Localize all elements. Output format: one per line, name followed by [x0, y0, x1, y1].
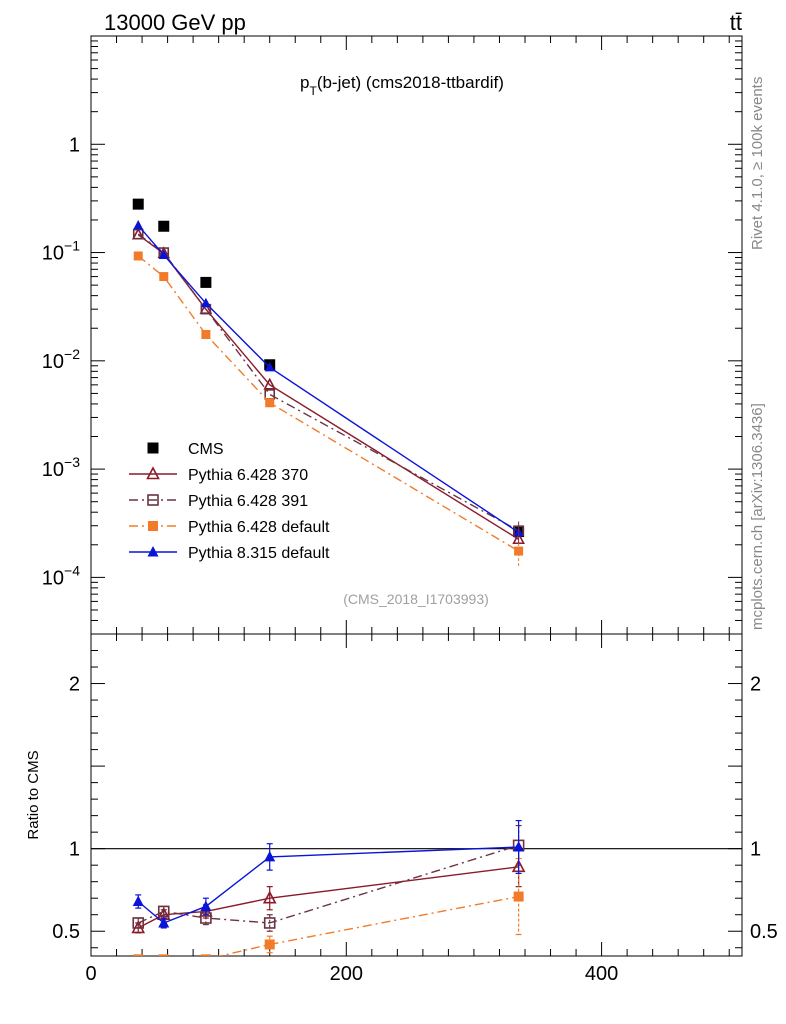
y-tick-label: 10−2 [42, 346, 80, 373]
ratio-data-point [132, 895, 144, 907]
ratio-data-point [132, 917, 145, 929]
ratio-y-tick-label-right: 0.5 [750, 921, 778, 943]
ratio-panel-axes: 0.5 0.5 1 1 2 2 0 200 400 [52, 633, 778, 985]
ratio-series-line [137, 866, 519, 929]
ratio-ylabel: Ratio to CMS [25, 750, 42, 839]
ratio-series-pythia-6-428-370 [131, 846, 526, 934]
data-point [132, 228, 144, 240]
data-point [264, 361, 275, 372]
ratio-data-point [200, 900, 212, 911]
y-tick-label-base: 10 [42, 459, 64, 481]
legend-label: Pythia 6.428 370 [188, 467, 308, 484]
main-panel-axes: 110−110−210−310−4 [42, 35, 743, 635]
x-tick-label: 0 [85, 963, 96, 985]
series-pythia-6-428-391 [132, 228, 524, 536]
main-plot-title: pT(b-jet) (cms2018-ttbardif) [300, 73, 504, 98]
ratio-frame [90, 633, 743, 957]
ratio-y-tick-label-right: 2 [750, 674, 761, 696]
ratio-y-tick-label: 2 [69, 674, 80, 696]
main-panel-series [131, 198, 525, 567]
ratio-data-point [262, 890, 277, 904]
ratio-y-tick-label-right: 1 [750, 839, 761, 861]
y-tick-label: 10−3 [42, 454, 80, 481]
data-point [133, 251, 143, 261]
y-tick-label-base: 10 [42, 567, 64, 589]
ratio-series-line [216, 895, 519, 956]
legend-item: Pythia 6.428 default [129, 519, 330, 536]
legend-label: CMS [188, 441, 224, 458]
legend-marker [147, 442, 159, 454]
process-label: tt̄ [730, 10, 742, 35]
legend-label: Pythia 6.428 default [188, 519, 330, 536]
ratio-data-point [513, 841, 525, 852]
ratio-data-point [264, 850, 276, 862]
data-point [263, 377, 277, 390]
series-cms [132, 198, 525, 538]
legend-item: Pythia 6.428 391 [129, 493, 308, 510]
title-subscript: T [309, 84, 317, 98]
ratio-data-point [158, 916, 170, 928]
data-point [200, 276, 212, 288]
title-p: p [300, 73, 309, 92]
y-tick-label: 1 [69, 134, 80, 156]
series-line [137, 224, 520, 534]
ratio-data-point [158, 954, 169, 956]
ratio-data-point [200, 954, 211, 956]
y-tick-label-exponent: −2 [64, 346, 80, 362]
ratio-series-pythia-8-315-default [132, 819, 525, 929]
analysis-watermark: (CMS_2018_I1703993) [343, 591, 489, 607]
data-point [265, 398, 275, 408]
series-pythia-8-315-default [133, 219, 524, 537]
ratio-panel-series [131, 819, 526, 956]
ratio-data-point [157, 905, 170, 918]
data-point [158, 249, 169, 259]
energy-label: 13000 GeV pp [104, 10, 246, 35]
series-line [137, 255, 519, 552]
data-point [201, 330, 211, 340]
ratio-data-point [513, 891, 524, 902]
y-tick-label-base: 10 [42, 351, 64, 373]
data-point [158, 220, 170, 232]
legend-item: Pythia 6.428 370 [129, 466, 308, 484]
x-tick-label: 200 [330, 963, 363, 985]
legend: CMS Pythia 6.428 370 Pythia 6.428 391 Pythi… [129, 441, 330, 562]
data-point [133, 219, 144, 230]
legend-label: Pythia 6.428 391 [188, 493, 308, 510]
y-tick-label: 10−1 [42, 238, 80, 265]
legend-label: Pythia 8.315 default [188, 545, 330, 562]
legend-item: Pythia 8.315 default [129, 545, 330, 562]
mcplots-label: mcplots.cern.ch [arXiv:1306.3436] [749, 403, 766, 630]
y-tick-label-base: 10 [42, 243, 64, 265]
legend-item: CMS [147, 441, 224, 458]
ratio-data-point [263, 917, 276, 929]
x-tick-label: 400 [585, 963, 618, 985]
ratio-y-tick-label: 0.5 [52, 921, 80, 943]
y-tick-label-exponent: −3 [64, 454, 80, 470]
legend-marker [147, 494, 159, 506]
data-point [132, 198, 144, 210]
data-point [200, 297, 211, 308]
y-tick-label-base: 1 [69, 134, 80, 156]
ratio-data-point [133, 954, 144, 956]
legend-marker [146, 466, 160, 480]
rivet-version-label: Rivet 4.1.0, ≥ 100k events [749, 77, 766, 250]
y-tick-label: 10−4 [42, 562, 80, 589]
data-point [159, 272, 169, 282]
title-rest: (b-jet) (cms2018-ttbardif) [317, 73, 504, 92]
y-tick-label-exponent: −4 [64, 562, 80, 578]
series-line [137, 233, 519, 532]
legend-marker [148, 521, 158, 531]
ratio-data-point [264, 939, 275, 950]
y-tick-label-exponent: −1 [64, 238, 80, 254]
legend-marker [147, 546, 159, 557]
ratio-y-tick-label: 1 [69, 839, 80, 861]
ratio-series-pythia-6-428-391 [132, 824, 525, 932]
